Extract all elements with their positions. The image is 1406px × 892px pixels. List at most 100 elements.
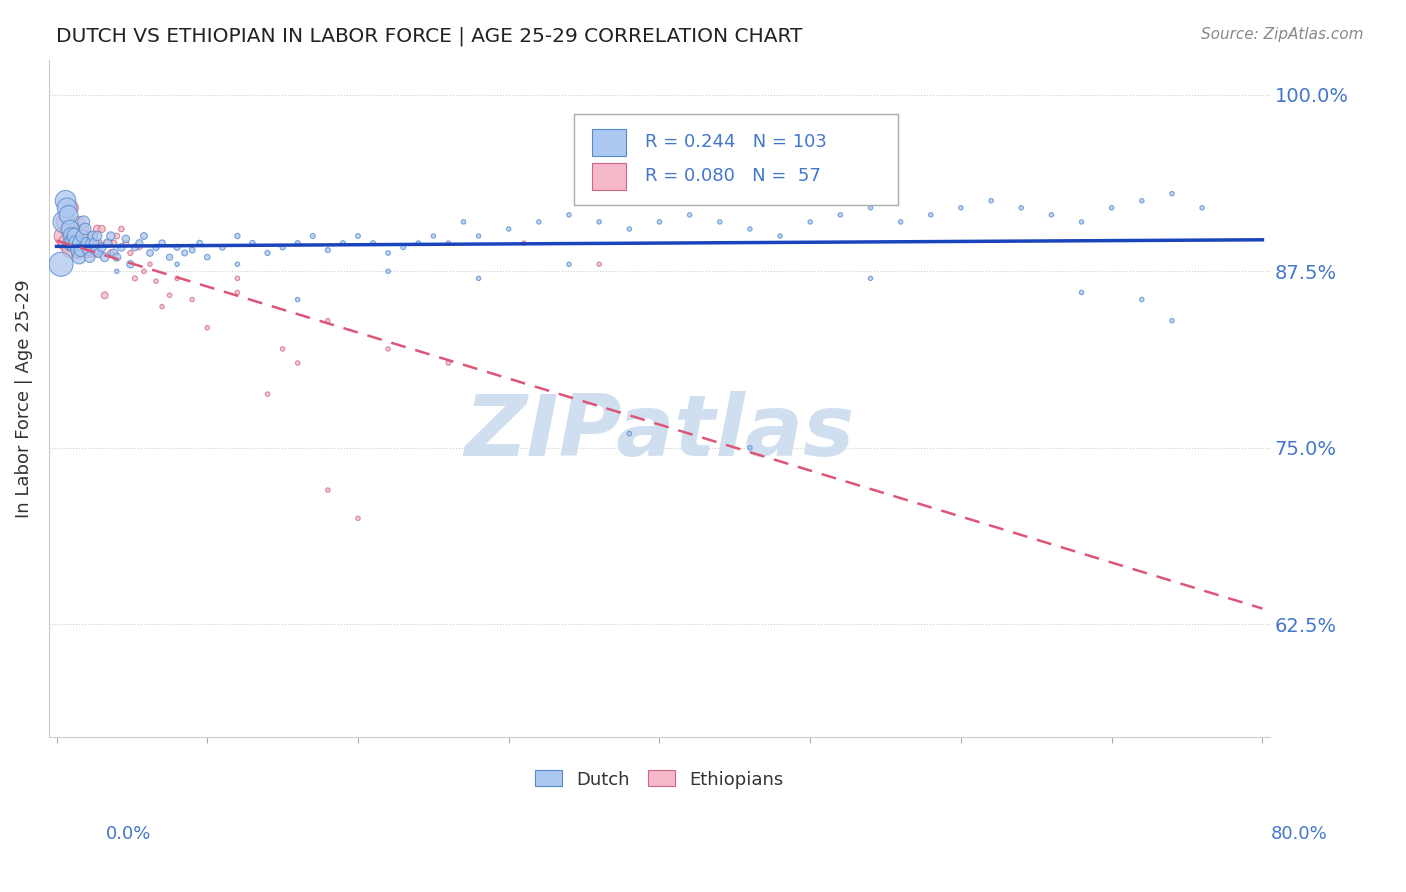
Point xyxy=(70,240,93,254)
Point xyxy=(62,236,84,251)
Point xyxy=(377,342,399,356)
Point xyxy=(83,236,105,251)
Point xyxy=(738,441,761,455)
Point xyxy=(145,240,167,254)
Point xyxy=(558,257,581,271)
Point xyxy=(173,246,195,260)
Point xyxy=(60,201,83,215)
Point xyxy=(226,285,249,300)
Point xyxy=(226,271,249,285)
Point xyxy=(58,222,80,236)
Point xyxy=(256,387,278,401)
Text: R = 0.080   N =  57: R = 0.080 N = 57 xyxy=(645,167,821,186)
Point xyxy=(55,194,77,208)
Point xyxy=(66,246,89,260)
Point xyxy=(56,236,79,251)
Point xyxy=(195,320,218,334)
Point xyxy=(619,426,641,441)
Point xyxy=(256,246,278,260)
Point xyxy=(58,208,80,222)
Point xyxy=(188,236,211,251)
Point xyxy=(72,222,94,236)
Point xyxy=(513,236,536,251)
Point xyxy=(53,215,76,229)
Point xyxy=(558,208,581,222)
Point xyxy=(271,240,294,254)
Point xyxy=(467,271,489,285)
Point xyxy=(287,293,309,307)
Point xyxy=(422,229,444,244)
Point xyxy=(128,236,150,251)
Point xyxy=(949,201,972,215)
Point xyxy=(1070,215,1092,229)
Point xyxy=(103,236,125,251)
Point xyxy=(347,511,370,525)
Point xyxy=(271,342,294,356)
Point xyxy=(55,215,77,229)
Point xyxy=(60,229,83,244)
Point xyxy=(110,222,132,236)
Point xyxy=(181,243,204,257)
Point xyxy=(110,240,132,254)
Point xyxy=(80,236,103,251)
Point xyxy=(920,208,942,222)
Text: Source: ZipAtlas.com: Source: ZipAtlas.com xyxy=(1201,27,1364,42)
Point xyxy=(527,215,550,229)
Point xyxy=(69,243,91,257)
Point xyxy=(226,257,249,271)
Point xyxy=(859,201,882,215)
Point xyxy=(830,208,852,222)
Point xyxy=(70,229,93,244)
Point xyxy=(332,236,354,251)
Point xyxy=(301,229,323,244)
Point xyxy=(287,356,309,370)
Point xyxy=(678,208,700,222)
Point xyxy=(82,229,104,244)
Text: 0.0%: 0.0% xyxy=(105,825,150,843)
Point xyxy=(67,236,90,251)
Point xyxy=(242,236,264,251)
Point xyxy=(66,243,89,257)
Point xyxy=(226,229,249,244)
Point xyxy=(84,246,107,260)
Point xyxy=(76,236,98,251)
Point xyxy=(72,215,94,229)
Point xyxy=(105,229,128,244)
Point xyxy=(65,236,87,251)
Point xyxy=(80,246,103,260)
Point xyxy=(77,229,100,244)
Point xyxy=(467,229,489,244)
Point xyxy=(1191,201,1213,215)
Bar xyxy=(592,162,627,190)
Point xyxy=(56,201,79,215)
Point xyxy=(69,229,91,244)
Text: 80.0%: 80.0% xyxy=(1271,825,1327,843)
Point xyxy=(93,250,115,264)
Text: ZIPatlas: ZIPatlas xyxy=(464,391,855,474)
Point xyxy=(86,222,108,236)
Y-axis label: In Labor Force | Age 25-29: In Labor Force | Age 25-29 xyxy=(15,279,32,517)
Point xyxy=(115,236,138,251)
Point xyxy=(859,271,882,285)
Point xyxy=(316,483,339,497)
Point xyxy=(90,240,112,254)
Point xyxy=(139,246,162,260)
Point xyxy=(166,240,188,254)
Point xyxy=(347,229,370,244)
Point xyxy=(53,229,76,244)
Text: DUTCH VS ETHIOPIAN IN LABOR FORCE | AGE 25-29 CORRELATION CHART: DUTCH VS ETHIOPIAN IN LABOR FORCE | AGE … xyxy=(56,27,803,46)
Point xyxy=(392,240,415,254)
Point xyxy=(159,250,181,264)
Point xyxy=(1010,201,1032,215)
Point xyxy=(97,236,120,251)
Point xyxy=(97,236,120,251)
Point xyxy=(648,215,671,229)
Point xyxy=(1161,186,1184,201)
Point xyxy=(76,246,98,260)
Text: R = 0.244   N = 103: R = 0.244 N = 103 xyxy=(645,133,827,152)
Point xyxy=(103,246,125,260)
Point xyxy=(100,229,122,244)
Point xyxy=(211,240,233,254)
Point xyxy=(139,257,162,271)
Point xyxy=(86,229,108,244)
